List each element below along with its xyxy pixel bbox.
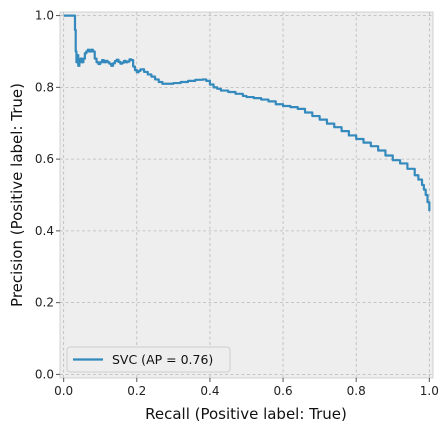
x-tick-label: 1.0	[420, 384, 439, 398]
y-tick-label: 0.2	[35, 296, 54, 310]
y-axis-label: Precision (Positive label: True)	[8, 83, 26, 307]
x-tick-label: 0.0	[54, 384, 73, 398]
y-tick-label: 0.6	[35, 152, 54, 166]
y-tick-label: 0.8	[35, 80, 54, 94]
x-tick-label: 0.2	[127, 384, 146, 398]
legend-entry-label: SVC (AP = 0.76)	[112, 352, 213, 367]
legend: SVC (AP = 0.76)	[66, 346, 231, 373]
tick-marks	[56, 15, 430, 382]
plot-area	[59, 11, 434, 379]
x-tick-labels: 0.0 0.2 0.4 0.6 0.8 1.0	[54, 384, 439, 398]
y-tick-label: 0.0	[35, 367, 54, 381]
legend-box	[66, 346, 231, 373]
x-tick-label: 0.8	[347, 384, 366, 398]
x-tick-label: 0.4	[200, 384, 219, 398]
series-line-svc	[63, 14, 431, 212]
series-group	[63, 14, 431, 212]
x-axis-label: Recall (Positive label: True)	[145, 405, 347, 423]
y-tick-label: 0.4	[35, 224, 54, 238]
x-tick-label: 0.6	[274, 384, 293, 398]
y-tick-labels: 0.0 0.2 0.4 0.6 0.8 1.0	[35, 9, 54, 382]
y-tick-label: 1.0	[35, 9, 54, 23]
